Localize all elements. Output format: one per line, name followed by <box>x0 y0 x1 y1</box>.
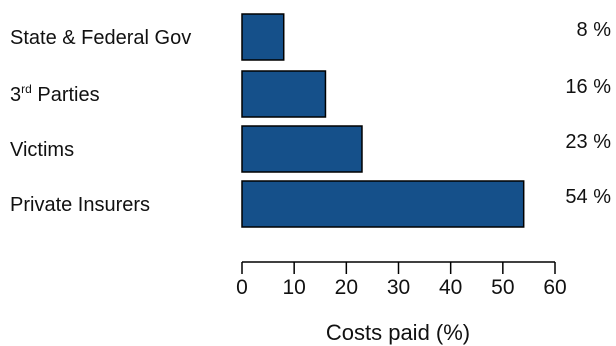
category-labels: State & Federal Gov 3rd Parties Victims Pri… <box>10 27 191 216</box>
x-tick-label: 10 <box>282 276 305 299</box>
category-label: Victims <box>10 139 74 161</box>
bar <box>241 125 363 173</box>
value-labels: 8 % 16 % 23 % 54 % <box>565 19 611 208</box>
x-tick-label: 30 <box>387 276 410 299</box>
x-tick-label: 50 <box>491 276 514 299</box>
x-tick-label: 20 <box>335 276 358 299</box>
bars-group <box>241 13 525 228</box>
value-label: 16 % <box>565 76 611 98</box>
value-label: 54 % <box>565 186 611 208</box>
bar <box>241 180 525 228</box>
bar <box>241 70 327 118</box>
x-tick-label: 60 <box>543 276 566 299</box>
category-label: 3rd Parties <box>10 82 100 106</box>
x-axis: 0 10 20 30 40 50 60 <box>236 261 567 299</box>
bar <box>241 13 285 61</box>
value-label: 8 % <box>577 19 612 41</box>
x-tick-label: 0 <box>236 276 248 299</box>
x-axis-title: Costs paid (%) <box>326 320 470 345</box>
x-tick-label: 40 <box>439 276 462 299</box>
category-label: State & Federal Gov <box>10 27 191 49</box>
category-label: Private Insurers <box>10 194 150 216</box>
value-label: 23 % <box>565 131 611 153</box>
